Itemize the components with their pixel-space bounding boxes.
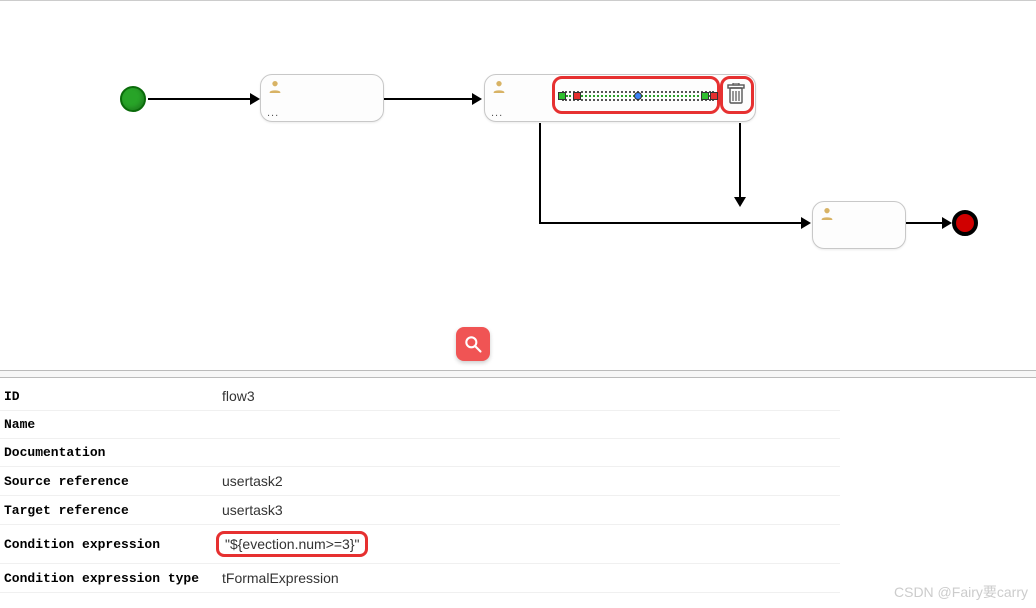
prop-label: Condition expression type — [0, 564, 218, 593]
user-task-1[interactable]: ... — [260, 74, 384, 122]
prop-row-id: ID flow3 — [0, 382, 840, 411]
flow3-handle-tgt[interactable] — [701, 92, 709, 100]
prop-value[interactable]: tFormalExpression — [218, 564, 840, 593]
prop-value[interactable]: usertask2 — [218, 467, 840, 496]
prop-label: ID — [0, 382, 218, 411]
prop-value[interactable] — [218, 439, 840, 467]
task2-label: ... — [491, 107, 503, 119]
flow4-hline — [539, 222, 803, 224]
flow1-line — [148, 98, 252, 100]
task1-label: ... — [267, 107, 279, 119]
flow3-vline — [739, 123, 741, 199]
prop-row-source-ref: Source reference usertask2 — [0, 467, 840, 496]
prop-label: Name — [0, 411, 218, 439]
condition-expression-highlight: "${evection.num>=3}" — [216, 531, 368, 557]
flow4-vline — [539, 123, 541, 223]
flow2-line — [384, 98, 474, 100]
search-button[interactable] — [456, 327, 490, 361]
flow4-arrowhead — [801, 217, 811, 229]
start-event[interactable] — [120, 86, 146, 112]
prop-label: Source reference — [0, 467, 218, 496]
prop-row-target-ref: Target reference usertask3 — [0, 496, 840, 525]
flow5-line — [906, 222, 944, 224]
prop-value[interactable]: flow3 — [218, 382, 840, 411]
prop-row-condition-expr-type: Condition expression type tFormalExpress… — [0, 564, 840, 593]
prop-label: Documentation — [0, 439, 218, 467]
panel-separator — [0, 370, 1036, 378]
prop-value[interactable]: usertask3 — [218, 496, 840, 525]
prop-row-documentation: Documentation — [0, 439, 840, 467]
bpmn-canvas[interactable]: ... ... — [0, 0, 1036, 358]
user-icon — [819, 206, 835, 222]
watermark: CSDN @Fairy要carry — [894, 582, 1028, 602]
flow3-handle-mid[interactable] — [634, 92, 642, 100]
properties-panel: ID flow3 Name Documentation Source refer… — [0, 382, 1036, 593]
flow1-arrowhead — [250, 93, 260, 105]
prop-row-name: Name — [0, 411, 840, 439]
flow3-handle-end[interactable] — [710, 92, 718, 100]
prop-value[interactable]: "${evection.num>=3}" — [218, 525, 840, 564]
delete-icon[interactable] — [727, 83, 747, 107]
flow3-handle-start[interactable] — [558, 92, 566, 100]
flow3-handle-src[interactable] — [573, 92, 581, 100]
prop-value[interactable] — [218, 411, 840, 439]
flow2-arrowhead — [472, 93, 482, 105]
prop-label: Target reference — [0, 496, 218, 525]
magnifier-icon — [463, 334, 483, 354]
flow3-track[interactable] — [562, 91, 714, 101]
prop-row-condition-expr: Condition expression "${evection.num>=3}… — [0, 525, 840, 564]
user-icon — [267, 79, 283, 95]
prop-label: Condition expression — [0, 525, 218, 564]
user-icon — [491, 79, 507, 95]
flow5-arrowhead — [942, 217, 952, 229]
user-task-3[interactable] — [812, 201, 906, 249]
flow3-arrowhead — [734, 197, 746, 207]
end-event[interactable] — [952, 210, 978, 236]
